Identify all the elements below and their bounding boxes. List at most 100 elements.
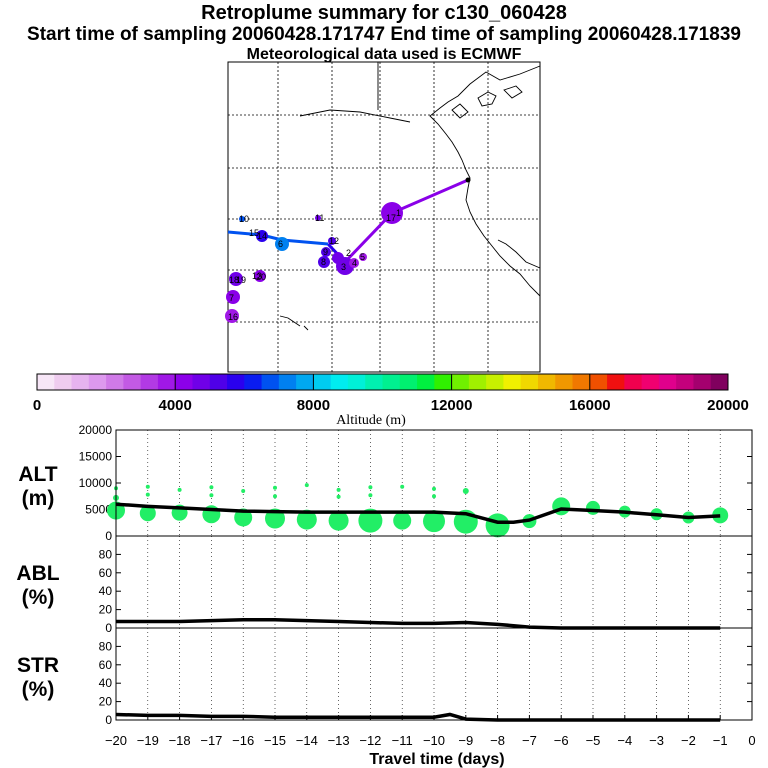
y-tick-label: 0 (105, 621, 112, 635)
day-label: 11 (315, 213, 324, 223)
day-label: 17 (386, 213, 396, 223)
series-line (116, 617, 721, 630)
x-tick-label: 0 (748, 733, 755, 748)
x-tick-label: −12 (359, 733, 381, 748)
day-label: 19 (236, 275, 246, 285)
altitude-point (368, 485, 373, 490)
trajectory-segment-1 (391, 178, 469, 215)
x-tick-label: −16 (232, 733, 254, 748)
altitude-point (209, 493, 214, 498)
colorbar-cell (192, 374, 211, 390)
colorbar-cell (641, 374, 660, 390)
sampling-time-line: Start time of sampling 20060428.171747 E… (27, 24, 741, 45)
colorbar-cell (520, 374, 539, 390)
plume-point (358, 508, 383, 533)
plume-point (139, 505, 156, 522)
altitude-point (336, 487, 341, 492)
altitude-point (241, 488, 246, 493)
panel-abl: 0 20 40 60 80 ABL(%) (16, 535, 753, 635)
day-label: 2 (346, 248, 351, 258)
colorbar-cell (503, 374, 522, 390)
plume-circle (225, 309, 239, 323)
colorbar-cell (88, 374, 107, 390)
x-tick-label: −8 (490, 733, 505, 748)
colorbar-cell (399, 374, 418, 390)
x-tick-label: −15 (264, 733, 286, 748)
x-tick-label: −9 (458, 733, 473, 748)
day-label: 7 (229, 293, 234, 303)
altitude-colorbar: 0 4000 8000 12000 16000 20000 Altitude (m) (33, 373, 749, 428)
colorbar-cell (123, 374, 142, 390)
x-axis: −20 −19 −18 −17 −16 −15 −14 −13 −12 −11 −10 −9 −8 −7−… (105, 715, 756, 768)
y-tick-label: 20 (99, 603, 113, 617)
x-tick-label: −14 (296, 733, 318, 748)
plume-circle (226, 290, 240, 304)
altitude-point (273, 485, 277, 490)
colorbar-cell (175, 374, 193, 390)
x-tick-label: −6 (554, 733, 569, 748)
chart-title: Retroplume summary for c130_060428 (201, 2, 567, 24)
x-tick-label: −7 (522, 733, 537, 748)
x-tick-label: −4 (617, 733, 632, 748)
y-tick-label: 60 (99, 658, 113, 672)
altitude-point (145, 492, 150, 497)
panel-str: 0 20 40 60 80 STR(%) (17, 627, 753, 727)
colorbar-label: Altitude (m) (336, 413, 406, 428)
plume-circles (225, 202, 403, 323)
colorbar-cell (71, 374, 90, 390)
colorbar-cell (54, 374, 73, 390)
y-tick-label: 40 (99, 584, 113, 598)
panel-frame (115, 627, 753, 721)
x-tick-label: −1 (713, 733, 728, 748)
plume-circle (349, 258, 359, 268)
series-line (115, 502, 721, 524)
panel-ylabel-unit: (m) (22, 487, 55, 510)
y-tick-label: 60 (99, 566, 113, 580)
x-tick-label: −5 (586, 733, 601, 748)
meteorology-line: Meteorological data used is ECMWF (246, 46, 522, 63)
colorbar-cell (555, 374, 574, 390)
y-tick-label: 80 (99, 547, 113, 561)
day-label: 8 (321, 257, 326, 267)
day-label: 18 (229, 275, 239, 285)
x-tick-label: −19 (137, 733, 159, 748)
colorbar-cell (434, 374, 453, 390)
plume-circle (275, 237, 289, 251)
panel-ylabel: ABL (16, 562, 59, 585)
day-label: 4 (352, 258, 357, 268)
plume-point (296, 509, 317, 530)
altitude-point (273, 494, 277, 499)
colorbar-cell (658, 374, 677, 390)
panel-ylabel-unit: (%) (22, 678, 55, 701)
colorbar-cell (106, 374, 124, 390)
plume-point (265, 508, 285, 529)
colorbar-cell (140, 374, 159, 390)
altitude-point (400, 484, 405, 489)
x-tick-label: −13 (328, 733, 350, 748)
map-coastlines (279, 62, 541, 331)
y-tick-label: 20000 (79, 423, 113, 437)
altitude-point (304, 483, 309, 488)
plume-circle (321, 247, 331, 257)
x-tick-label: −17 (200, 733, 222, 748)
trajectory-map: 1 2 3 4 5 6 7 8 9 10 11 12 13 14 15 16 1… (225, 61, 541, 373)
y-tick-label: 40 (99, 676, 113, 690)
y-tick-label: 20 (99, 695, 113, 709)
altitude-point (432, 486, 436, 491)
panel-ylabel: ALT (18, 463, 57, 486)
altitude-point (336, 494, 341, 499)
map-day-labels: 1 2 3 4 5 6 7 8 9 10 11 12 13 14 15 16 1… (228, 208, 401, 322)
x-tick-label: −20 (105, 733, 127, 748)
y-tick-label: 15000 (79, 450, 113, 464)
colorbar-cell (710, 374, 729, 390)
colorbar-cell (365, 374, 383, 390)
plume-point (485, 513, 510, 538)
plume-circle (318, 256, 330, 268)
colorbar-cell (157, 374, 176, 390)
day-label: 10 (239, 214, 249, 224)
panel-ylabel-unit: (%) (22, 586, 55, 609)
plume-circle (229, 272, 243, 286)
plume-circle (332, 252, 344, 264)
panel-ylabel: STR (17, 654, 59, 677)
